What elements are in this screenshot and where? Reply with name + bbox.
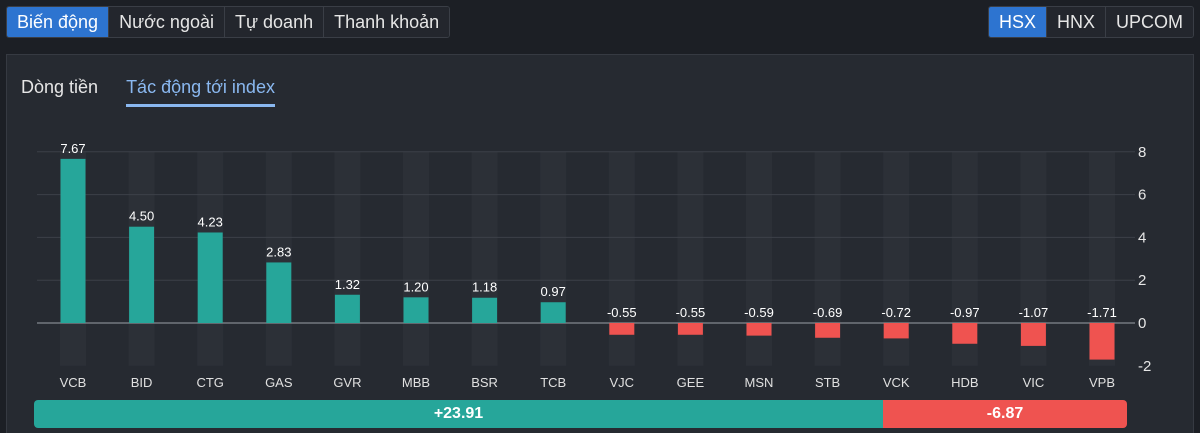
column-band [471, 151, 498, 366]
value-label: 4.50 [129, 209, 154, 224]
value-label: -0.59 [744, 305, 774, 320]
x-tick-label: VJC [610, 375, 635, 390]
x-tick-label: BID [131, 375, 153, 390]
subtab-tac-dong-index[interactable]: Tác động tới index [126, 77, 275, 107]
tab-hnx[interactable]: HNX [1045, 7, 1105, 37]
bar-vck [883, 323, 909, 339]
value-label: -1.07 [1019, 305, 1049, 320]
bar-ctg [197, 232, 223, 323]
column-band [540, 151, 567, 366]
value-label: 7.67 [60, 141, 85, 156]
bar-gee [677, 323, 703, 335]
bar-bid [129, 226, 155, 323]
impact-bar-chart: 8 6 4 2 0 -2 7.67 VCB 4.50 BID 4.23 CTG 2.83 GAS 1.32 G… [37, 141, 1151, 390]
column-band [334, 151, 361, 366]
x-tick-label: CTG [196, 375, 223, 390]
value-label: -0.69 [813, 305, 843, 320]
y-tick-label: 2 [1138, 272, 1146, 289]
x-tick-label: VPB [1089, 375, 1115, 390]
value-label: 2.83 [266, 244, 291, 259]
summary-bar: +23.91 -6.87 [34, 400, 1127, 428]
tab-hsx[interactable]: HSX [988, 7, 1046, 37]
x-tick-label: VCB [60, 375, 87, 390]
column-band [265, 151, 292, 366]
column-band [403, 151, 429, 366]
bar-bsr [472, 297, 498, 323]
x-tick-label: TCB [540, 375, 566, 390]
subtab-dong-tien[interactable]: Dòng tiền [21, 77, 99, 97]
value-label: -0.72 [881, 305, 911, 320]
value-label: 1.20 [403, 279, 428, 294]
chart-panel: Dòng tiền Tác động tới index 8 6 4 2 0 -2 7.67… [6, 54, 1194, 433]
x-tick-label: VCK [883, 375, 910, 390]
chart-subtabs: Dòng tiền Tác động tới index [21, 77, 275, 107]
x-tick-label: VIC [1023, 375, 1045, 390]
y-tick-label: 6 [1138, 187, 1146, 204]
x-tick-label: HDB [951, 375, 978, 390]
x-tick-label: MSN [745, 375, 774, 390]
summary-negative: -6.87 [883, 400, 1127, 428]
value-label: -0.97 [950, 305, 980, 320]
x-tick-label: STB [815, 375, 840, 390]
value-label: -0.55 [676, 305, 706, 320]
summary-positive: +23.91 [34, 400, 884, 428]
bar-msn [746, 323, 772, 336]
view-tabs: Biến động Nước ngoài Tự doanh Thanh khoả… [6, 6, 451, 38]
tab-nuoc-ngoai[interactable]: Nước ngoài [108, 7, 224, 37]
bar-gas [266, 262, 292, 323]
x-tick-label: GEE [677, 375, 705, 390]
tab-tu-doanh[interactable]: Tự doanh [223, 7, 324, 37]
value-label: 4.23 [198, 214, 223, 229]
x-tick-label: GVR [333, 375, 361, 390]
bar-mbb [403, 297, 429, 323]
value-label: -0.55 [607, 305, 637, 320]
bar-vic [1020, 323, 1046, 346]
y-tick-label: 4 [1138, 229, 1146, 246]
value-label: 0.97 [541, 284, 566, 299]
bar-vpb [1089, 323, 1115, 360]
y-tick-label: 0 [1138, 315, 1146, 332]
x-tick-label: GAS [265, 375, 293, 390]
bar-hdb [952, 323, 978, 344]
x-tick-label: MBB [402, 375, 430, 390]
bar-tcb [540, 302, 566, 323]
bar-stb [815, 323, 841, 338]
exchange-tabs: HSX HNX UPCOM [987, 6, 1194, 38]
tab-bien-dong[interactable]: Biến động [7, 7, 109, 37]
value-label: -1.71 [1087, 305, 1117, 320]
bar-vjc [609, 323, 635, 335]
bar-gvr [334, 294, 360, 323]
value-label: 1.18 [472, 280, 497, 295]
value-label: 1.32 [335, 277, 360, 292]
x-tick-label: BSR [471, 375, 498, 390]
bar-vcb [60, 158, 86, 323]
tab-upcom[interactable]: UPCOM [1105, 7, 1193, 37]
y-tick-label: -2 [1138, 358, 1151, 375]
tab-thanh-khoan[interactable]: Thanh khoản [323, 7, 450, 37]
y-tick-label: 8 [1138, 144, 1146, 161]
